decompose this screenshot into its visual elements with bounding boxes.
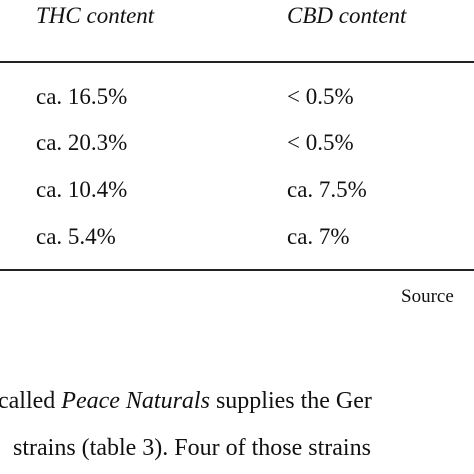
table-top-rule	[0, 61, 474, 63]
thc-value: ca. 20.3%	[36, 130, 128, 155]
table-bottom-rule	[0, 269, 474, 271]
cbd-value: < 0.5%	[287, 130, 354, 155]
cbd-value: ca. 7%	[287, 224, 350, 249]
body-text-segment: called	[0, 388, 62, 414]
body-text-line: strains (table 3). Four of those strains	[13, 435, 371, 461]
company-name: Peace Naturals	[61, 388, 210, 414]
body-text-segment: supplies the Ger	[209, 388, 372, 414]
thc-value: ca. 16.5%	[36, 84, 128, 109]
table-row: ca. 5.4% ca. 7%	[0, 224, 474, 264]
table-row: ca. 10.4% ca. 7.5%	[0, 177, 474, 217]
thc-content-header: THC content	[36, 3, 155, 28]
cbd-value: ca. 7.5%	[287, 177, 367, 202]
cbd-value: < 0.5%	[287, 84, 354, 109]
thc-value: ca. 10.4%	[36, 177, 128, 202]
source-label: Source	[401, 286, 454, 307]
table-row: ca. 20.3% < 0.5%	[0, 130, 474, 170]
table-row: ca. 16.5% < 0.5%	[0, 84, 474, 124]
cbd-content-header: CBD content	[287, 3, 407, 28]
thc-value: ca. 5.4%	[36, 224, 116, 249]
body-text-line: called Peace Naturals supplies the Ger	[0, 388, 372, 415]
